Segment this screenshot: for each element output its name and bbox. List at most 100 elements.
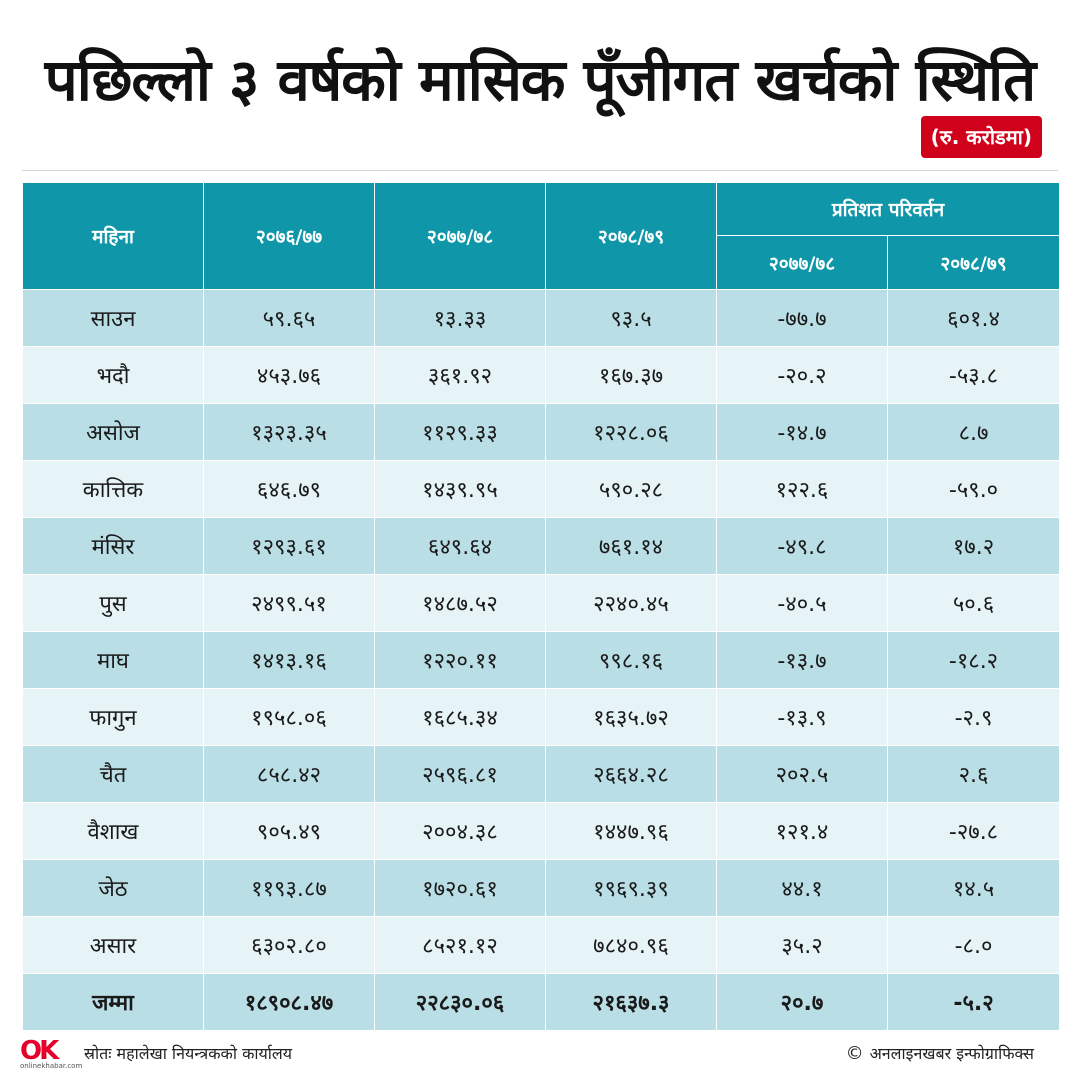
cell-percent-1: १२२.६ [716,460,888,518]
cell-month: कात्तिक [22,460,204,518]
table-row: पुस २४९९.५१ १४८७.५२ २२४०.४५ -४०.५ ५०.६ [22,574,1061,632]
cell-percent-2: ६०१.४ [886,289,1061,347]
logo-mark: OK [20,1036,59,1066]
cell-month: फागुन [22,688,204,746]
cell-year-2: १२२०.११ [374,631,546,689]
header-year-1: २०७६/७७ [203,182,375,290]
cell-year-3: १६३५.७२ [545,688,717,746]
table-body: साउन ५९.६५ १३.३३ ९३.५ -७७.७ ६०१.४ भदौ ४५३.७६ ३६१… [22,289,1061,1031]
cell-year-1: ९०५.४९ [203,802,375,860]
cell-percent-2: -२.९ [886,688,1061,746]
cell-year-1: ४५३.७६ [203,346,375,404]
cell-month: पुस [22,574,204,632]
cell-percent-1: -१४.७ [716,403,888,461]
cell-percent-1: ३५.२ [716,916,888,974]
cell-year-2: १७२०.६१ [374,859,546,917]
cell-year-2: २००४.३८ [374,802,546,860]
cell-year-3: १६७.३७ [545,346,717,404]
cell-year-3: १४४७.९६ [545,802,717,860]
cell-year-2: १६८५.३४ [374,688,546,746]
cell-year-3: ५९०.२८ [545,460,717,518]
cell-year-2: १४३९.९५ [374,460,546,518]
cell-month: माघ [22,631,204,689]
cell-year-2: ८५२१.१२ [374,916,546,974]
cell-percent-2: ५०.६ [886,574,1061,632]
cell-percent-2: -५३.८ [886,346,1061,404]
credit-note: © अनलाइनखबर इन्फोग्राफिक्स [846,1042,1034,1064]
table-row: भदौ ४५३.७६ ३६१.९२ १६७.३७ -२०.२ -५३.८ [22,346,1061,404]
cell-year-1: २४९९.५१ [203,574,375,632]
cell-percent-1: ४४.१ [716,859,888,917]
total-row: जम्मा १८९०८.४७ २२८३०.०६ २१६३७.३ २०.७ -५.२ [22,973,1061,1031]
unit-badge: (रु. करोडमा) [920,116,1042,158]
cell-year-2: २५९६.८१ [374,745,546,803]
cell-month: मंसिर [22,517,204,575]
divider [22,170,1058,171]
cell-month: साउन [22,289,204,347]
cell-year-1: १२९३.६१ [203,517,375,575]
table-row: जेठ ११९३.८७ १७२०.६१ १९६९.३९ ४४.१ १४.५ [22,859,1061,917]
table-row: साउन ५९.६५ १३.३३ ९३.५ -७७.७ ६०१.४ [22,289,1061,347]
cell-percent-2: -८.० [886,916,1061,974]
cell-percent-2: -१८.२ [886,631,1061,689]
table-row: फागुन १९५८.०६ १६८५.३४ १६३५.७२ -१३.९ -२.९ [22,688,1061,746]
total-cell-month: जम्मा [22,973,204,1031]
cell-year-1: ११९३.८७ [203,859,375,917]
cell-percent-2: -५९.० [886,460,1061,518]
table-row: माघ १४१३.१६ १२२०.११ ९९८.१६ -१३.७ -१८.२ [22,631,1061,689]
cell-year-3: २२४०.४५ [545,574,717,632]
cell-year-3: ७६१.१४ [545,517,717,575]
copyright-icon: © [845,1043,864,1064]
cell-year-2: १४८७.५२ [374,574,546,632]
header-year-3: २०७८/७९ [545,182,717,290]
table-row: असोज १३२३.३५ ११२९.३३ १२२८.०६ -१४.७ ८.७ [22,403,1061,461]
header-year-2: २०७७/७८ [374,182,546,290]
total-cell-year-2: २२८३०.०६ [374,973,546,1031]
cell-year-3: १९६९.३९ [545,859,717,917]
cell-year-1: १९५८.०६ [203,688,375,746]
header-percent-year-1: २०७७/७८ [716,235,888,290]
cell-percent-1: -७७.७ [716,289,888,347]
cell-year-2: ६४९.६४ [374,517,546,575]
cell-percent-1: -४०.५ [716,574,888,632]
logo-subtext: onlinekhabar.com [20,1062,83,1070]
cell-year-1: ५९.६५ [203,289,375,347]
header-percent-change: प्रतिशत परिवर्तन [715,182,1061,236]
total-cell-percent-1: २०.७ [716,973,888,1031]
cell-percent-1: २०२.५ [716,745,888,803]
source-note: स्रोतः महालेखा नियन्त्रकको कार्यालय [84,1044,293,1063]
cell-year-1: ६३०२.८० [203,916,375,974]
table-row: मंसिर १२९३.६१ ६४९.६४ ७६१.१४ -४९.८ १७.२ [22,517,1061,575]
table-row: वैशाख ९०५.४९ २००४.३८ १४४७.९६ १२१.४ -२७.८ [22,802,1061,860]
cell-year-2: ३६१.९२ [374,346,546,404]
cell-percent-2: -२७.८ [886,802,1061,860]
footer: OK onlinekhabar.com स्रोतः महालेखा नियन्… [0,1034,1080,1074]
credit-text: अनलाइनखबर इन्फोग्राफिक्स [869,1044,1034,1063]
total-cell-year-3: २१६३७.३ [545,973,717,1031]
cell-year-1: ८५८.४२ [203,745,375,803]
total-cell-percent-2: -५.२ [886,973,1061,1031]
cell-year-3: २६६४.२८ [545,745,717,803]
cell-year-3: १२२८.०६ [545,403,717,461]
table-header: महिना २०७६/७७ २०७७/७८ २०७८/७९ प्रतिशत पर… [22,182,1061,290]
cell-year-1: ६४६.७९ [203,460,375,518]
cell-percent-2: ८.७ [886,403,1061,461]
cell-percent-1: -४९.८ [716,517,888,575]
cell-percent-2: २.६ [886,745,1061,803]
cell-percent-2: १७.२ [886,517,1061,575]
page-title: पछिल्लो ३ वर्षको मासिक पूँजीगत खर्चको स्… [44,46,1036,114]
cell-month: चैत [22,745,204,803]
cell-percent-2: १४.५ [886,859,1061,917]
cell-month: वैशाख [22,802,204,860]
cell-year-3: ७८४०.९६ [545,916,717,974]
cell-year-1: १४१३.१६ [203,631,375,689]
cell-month: जेठ [22,859,204,917]
onlinekhabar-logo: OK onlinekhabar.com [20,1036,82,1070]
cell-year-3: ९९८.१६ [545,631,717,689]
cell-percent-1: १२१.४ [716,802,888,860]
capital-expenditure-table: महिना २०७६/७७ २०७७/७८ २०७८/७९ प्रतिशत पर… [22,182,1061,1031]
header-month: महिना [22,182,204,290]
cell-month: असोज [22,403,204,461]
cell-percent-1: -१३.९ [716,688,888,746]
header-percent-year-2: २०७८/७९ [886,235,1061,290]
